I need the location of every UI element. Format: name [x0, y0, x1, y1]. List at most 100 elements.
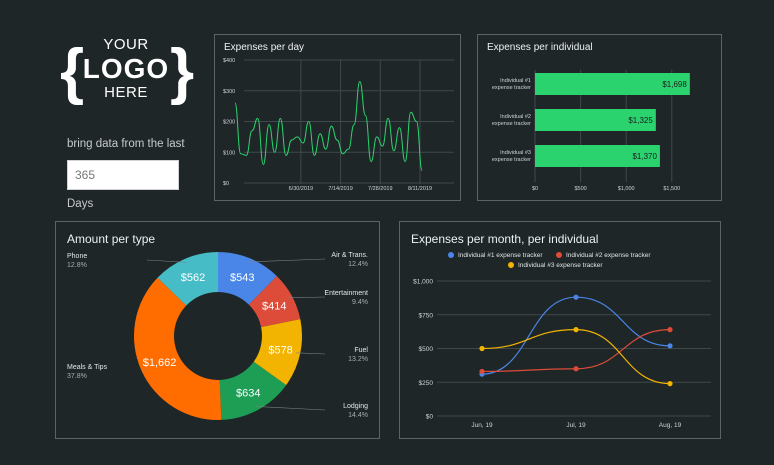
- x-tick-label: 8/11/2019: [408, 186, 432, 192]
- leader-line: [146, 259, 187, 263]
- legend-label: Individual #3 expense tracker: [518, 262, 603, 269]
- category-label: expense tracker: [492, 85, 531, 91]
- logo-text: YOUR LOGO HERE: [82, 36, 170, 102]
- x-tick-label: 7/14/2019: [328, 186, 352, 192]
- slice-label: Air & Trans.: [331, 252, 368, 259]
- leader-line: [248, 258, 326, 263]
- x-tick-label: $0: [532, 186, 538, 192]
- y-tick-label: $750: [419, 312, 434, 319]
- panel-title: Expenses per individual: [487, 42, 593, 53]
- bar-value-label: $1,698: [662, 80, 687, 89]
- slice-value-label: $1,662: [143, 357, 177, 369]
- logo-brace-left: {: [60, 37, 85, 106]
- series-line: [234, 81, 423, 172]
- x-tick-label: $1,500: [663, 186, 680, 192]
- x-tick-label: 6/30/2019: [289, 186, 313, 192]
- slice-percent: 14.4%: [348, 412, 368, 419]
- y-tick-label: $250: [419, 380, 434, 387]
- slice-label: Fuel: [354, 347, 368, 354]
- slice-label: Lodging: [343, 403, 368, 410]
- y-tick-label: $200: [223, 120, 235, 126]
- data-point: [573, 366, 579, 372]
- x-tick-label: 7/28/2019: [368, 186, 392, 192]
- category-label: Individual #2: [500, 114, 531, 120]
- slice-value-label: $562: [181, 272, 205, 284]
- slice-label: Entertainment: [324, 290, 368, 297]
- x-tick-label: Aug, 19: [659, 422, 682, 429]
- donut-slice: [157, 252, 218, 306]
- expenses-per-day-chart: $400 $300 $200 $100 $0 6/30/2019 7/14/2019 7/28…: [223, 58, 454, 192]
- series-line: [481, 329, 671, 373]
- logo-line-1: YOUR: [103, 36, 149, 53]
- bar-value-label: $1,325: [628, 116, 653, 125]
- expenses-per-day-panel: Expenses per day $400 $300 $200 $100 $0 6/30/…: [214, 34, 461, 201]
- slice-percent: 13.2%: [348, 356, 368, 363]
- data-point: [667, 381, 673, 387]
- leader-line: [144, 368, 148, 372]
- leader-line: [296, 352, 326, 355]
- slice-value-label: $578: [268, 344, 292, 356]
- donut-slice: [248, 276, 301, 328]
- leader-line: [288, 296, 326, 299]
- donut-slice: [253, 319, 302, 386]
- donut-slice: [219, 361, 287, 420]
- days-unit-label: Days: [67, 198, 94, 210]
- slice-percent: 9.4%: [352, 299, 368, 306]
- panel-title: Expenses per day: [224, 42, 305, 53]
- data-point: [667, 343, 673, 349]
- data-point: [573, 294, 579, 300]
- category-label: expense tracker: [492, 121, 531, 127]
- legend-marker: [556, 252, 562, 258]
- logo-line-2: LOGO: [82, 53, 170, 84]
- slice-value-label: $634: [236, 387, 260, 399]
- slice-value-label: $414: [262, 300, 286, 312]
- x-tick-label: $1,000: [618, 186, 635, 192]
- x-tick-label: Jul, 19: [566, 422, 586, 429]
- leader-line: [255, 406, 326, 411]
- logo-brace-right: }: [170, 37, 195, 106]
- donut-slice: [218, 252, 277, 305]
- legend-label: Individual #1 expense tracker: [458, 252, 543, 259]
- donut-slice: [134, 277, 222, 420]
- bar: [535, 73, 690, 95]
- logo: { YOUR LOGO HERE }: [60, 36, 194, 112]
- legend-marker: [508, 262, 514, 268]
- slice-value-label: $543: [230, 272, 254, 284]
- slice-percent: 12.8%: [67, 262, 87, 269]
- slice-percent: 12.4%: [348, 261, 368, 268]
- panel-title: Amount per type: [67, 232, 156, 246]
- category-label: Individual #3: [500, 150, 531, 156]
- amount-per-type-panel: Amount per type $543 Air & Trans. 12.4% $41…: [55, 221, 380, 439]
- data-point: [479, 368, 485, 375]
- logo-line-3: HERE: [104, 84, 148, 101]
- y-tick-label: $0: [426, 414, 434, 421]
- amount-per-type-chart: $543 Air & Trans. 12.4% $414 Entertainment 9.…: [67, 252, 368, 420]
- legend-label: Individual #2 expense tracker: [566, 252, 651, 259]
- slice-percent: 37.8%: [67, 373, 87, 380]
- y-tick-label: $0: [223, 181, 229, 187]
- bar-value-label: $1,370: [632, 152, 657, 161]
- y-tick-label: $1,000: [413, 279, 433, 286]
- data-point: [667, 327, 673, 333]
- category-label: Individual #1: [500, 78, 531, 84]
- expenses-per-month-panel: Expenses per month, per individual $1,00…: [399, 221, 721, 439]
- y-tick-label: $400: [223, 58, 235, 64]
- y-tick-label: $100: [223, 150, 235, 156]
- slice-label: Phone: [67, 253, 87, 260]
- bar: [535, 145, 660, 167]
- y-tick-label: $500: [419, 346, 434, 353]
- expenses-per-individual-panel: Expenses per individual $0 $500 $1,000 $1,5…: [477, 34, 722, 201]
- date-range-label: bring data from the last: [67, 138, 185, 150]
- expenses-per-month-chart: $1,000 $750 $500 $250 $0 Jun, 19 Jul, 19 Aug, 1…: [413, 252, 711, 429]
- x-tick-label: $500: [574, 186, 586, 192]
- x-tick-label: Jun, 19: [471, 422, 493, 429]
- data-point: [573, 327, 579, 333]
- legend-marker: [448, 252, 454, 258]
- panel-title: Expenses per month, per individual: [411, 232, 599, 246]
- slice-label: Meals & Tips: [67, 364, 108, 371]
- category-label: expense tracker: [492, 157, 531, 163]
- y-tick-label: $300: [223, 89, 235, 95]
- bar: [535, 109, 656, 131]
- days-input[interactable]: [67, 160, 179, 190]
